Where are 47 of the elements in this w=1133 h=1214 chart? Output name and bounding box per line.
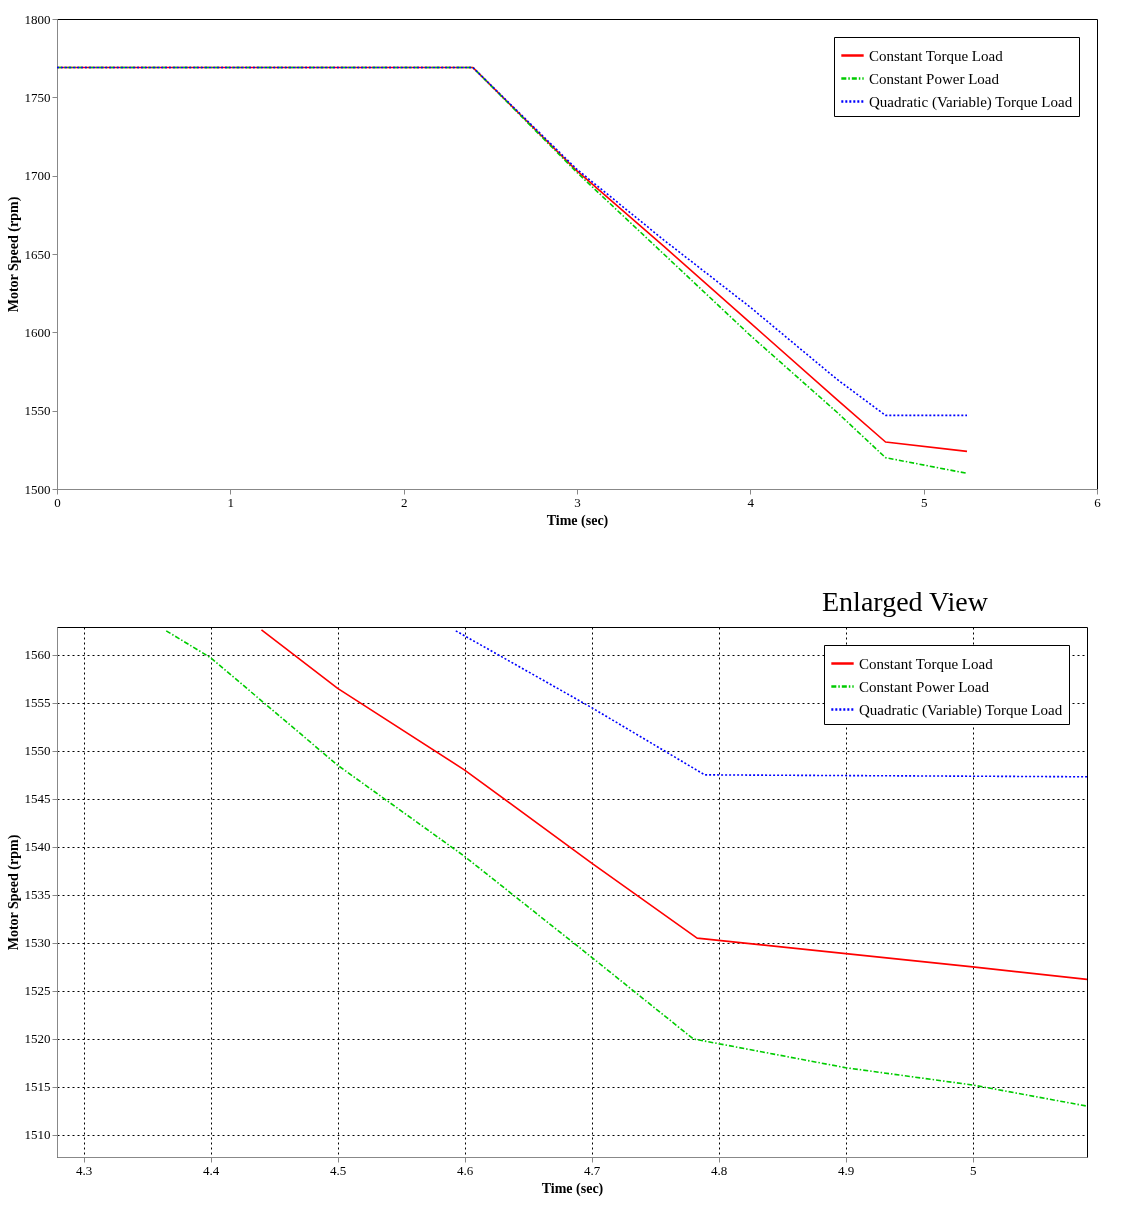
x-tick-label: 4.8 <box>711 1162 728 1178</box>
x-tick-label: 0 <box>54 494 61 510</box>
legend-label: Quadratic (Variable) Torque Load <box>869 93 1073 111</box>
x-tick-label: 6 <box>1094 494 1102 510</box>
legend-label: Constant Power Load <box>859 678 990 695</box>
y-tick-label: 1700 <box>24 168 51 184</box>
x-tick-label: 4.4 <box>203 1162 220 1178</box>
legend-label: Quadratic (Variable) Torque Load <box>859 701 1063 719</box>
text: Enlarged View <box>822 586 989 617</box>
x-tick-label: 1 <box>227 494 235 510</box>
y-tick-label: 1530 <box>24 935 51 951</box>
y-tick-label: 1535 <box>24 887 51 903</box>
y-tick-label: 1800 <box>24 11 51 27</box>
x-tick-label: 3 <box>574 494 581 510</box>
x-tick-label: 2 <box>400 494 408 510</box>
line-series <box>454 630 1087 778</box>
x-tick-label: 4.9 <box>838 1162 855 1178</box>
y-tick-label: 1515 <box>24 1079 51 1095</box>
y-tick-label: 1600 <box>24 324 51 340</box>
x-tick-label: 4 <box>747 494 755 510</box>
y-tick-label: 1540 <box>24 839 51 855</box>
y-tick-label: 1750 <box>24 89 51 105</box>
y-tick-label: 1510 <box>24 1127 51 1143</box>
line-series <box>165 630 1087 1107</box>
y-axis-title: Motor Speed (rpm) <box>5 196 22 313</box>
y-tick-label: 1550 <box>24 403 51 419</box>
y-tick-label: 1555 <box>24 695 51 711</box>
y-tick-label: 1520 <box>24 1031 51 1047</box>
y-tick-label: 1650 <box>24 246 51 262</box>
x-tick-label: 4.3 <box>76 1162 93 1178</box>
x-tick-label: 4.6 <box>457 1162 474 1178</box>
y-tick-label: 1545 <box>24 791 51 807</box>
x-tick-label: 5 <box>969 1162 977 1178</box>
x-tick-label: 4.7 <box>584 1162 601 1178</box>
y-tick-label: 1525 <box>24 983 51 999</box>
y-tick-label: 1560 <box>24 647 51 663</box>
legend-label: Constant Torque Load <box>869 47 1004 64</box>
x-axis-title: Time (sec) <box>546 512 609 529</box>
legend-label: Constant Torque Load <box>859 655 994 672</box>
x-axis-title: Time (sec) <box>541 1180 604 1197</box>
y-axis-title: Motor Speed (rpm) <box>5 834 22 951</box>
y-tick-label: 1500 <box>24 481 51 497</box>
x-tick-label: 4.5 <box>330 1162 347 1178</box>
y-tick-label: 1550 <box>24 743 51 759</box>
line-series <box>260 629 1087 981</box>
legend-label: Constant Power Load <box>869 70 1000 87</box>
x-tick-label: 5 <box>920 494 928 510</box>
